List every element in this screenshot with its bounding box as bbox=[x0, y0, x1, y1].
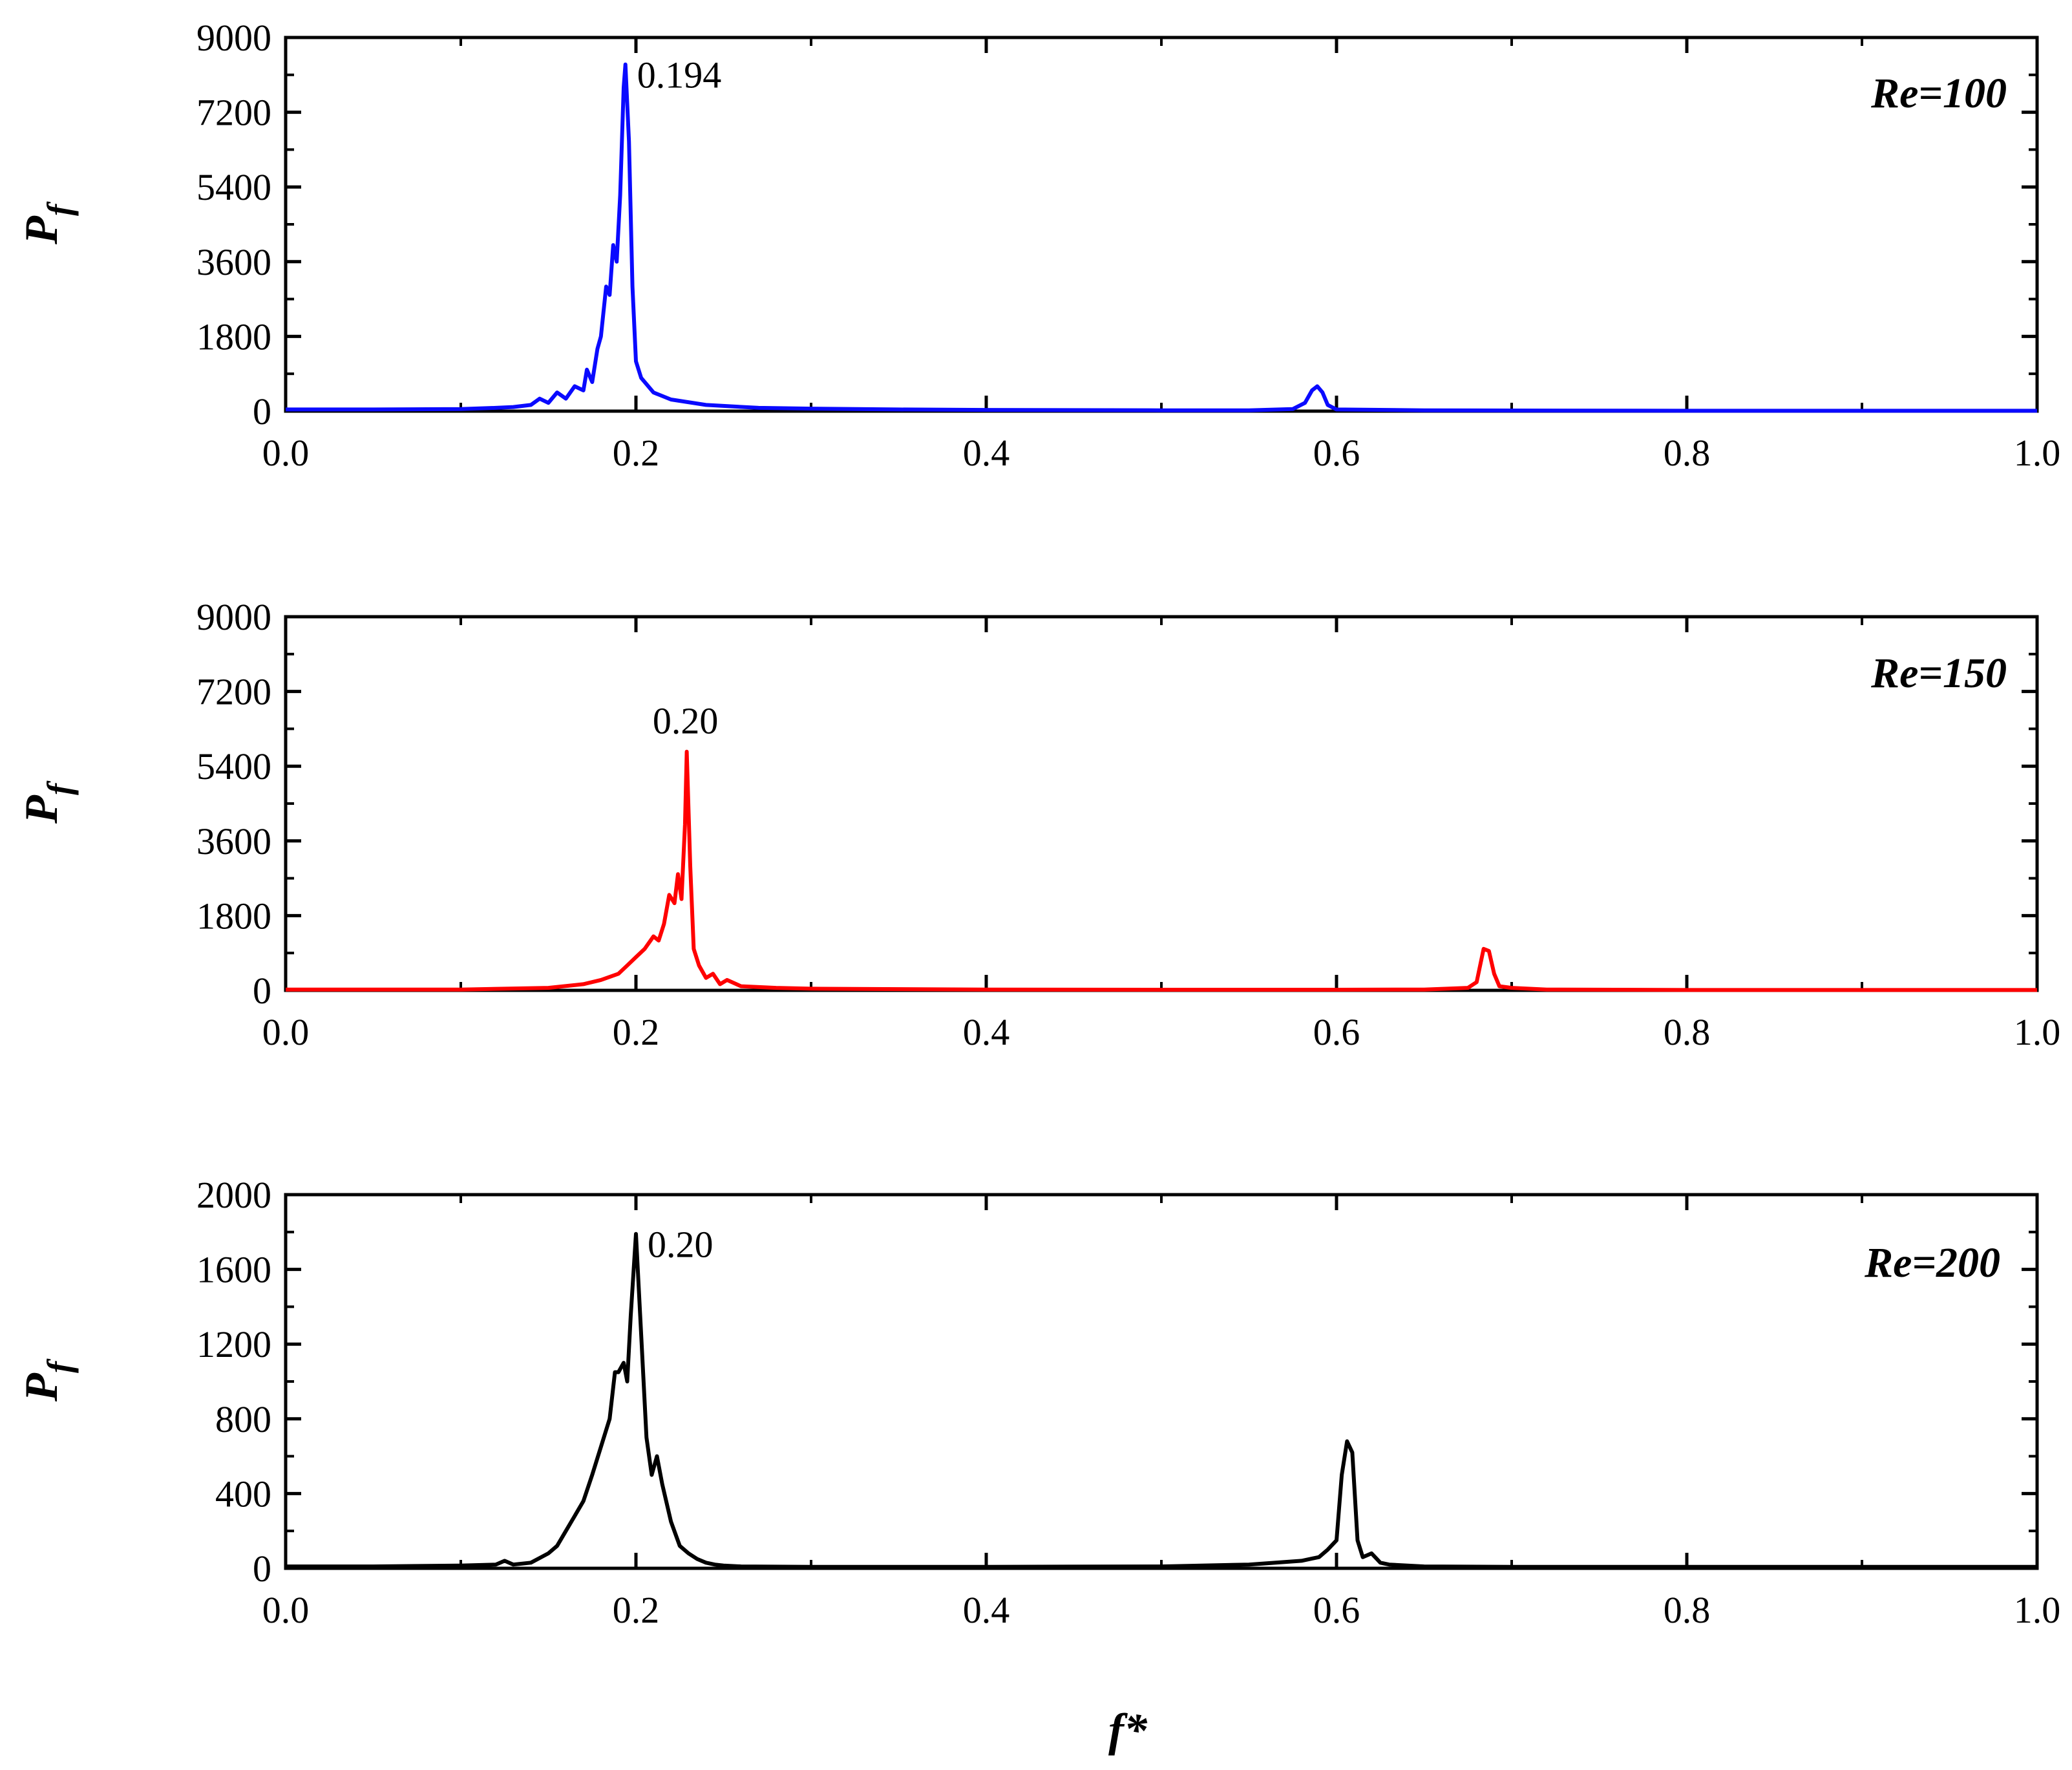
panel-2-y-axis-sub: f bbox=[40, 780, 79, 795]
x-tick-label: 1.0 bbox=[2014, 1589, 2061, 1631]
y-tick-label: 3600 bbox=[196, 241, 271, 283]
panel-re200: 0 400 800 1200 1600 2000 0.0 0.2 0.4 0.6 0.8 1.0 0… bbox=[16, 1174, 2060, 1631]
y-tick-label: 400 bbox=[215, 1473, 271, 1515]
y-tick-label: 0 bbox=[253, 390, 271, 432]
x-tick-label: 0.0 bbox=[262, 1011, 310, 1053]
y-tick-label: 3600 bbox=[196, 820, 271, 862]
x-tick-label: 0.6 bbox=[1313, 432, 1360, 474]
x-tick-label: 0.4 bbox=[963, 1011, 1010, 1053]
panel-3-y-axis-sub: f bbox=[40, 1358, 79, 1373]
x-tick-label: 0.8 bbox=[1664, 1011, 1711, 1053]
x-tick-label: 0.0 bbox=[262, 432, 310, 474]
x-tick-label: 0.2 bbox=[613, 432, 660, 474]
y-tick-label: 5400 bbox=[196, 745, 271, 787]
y-tick-label: 7200 bbox=[196, 92, 271, 134]
panel-1-y-axis-title: Pf bbox=[16, 201, 79, 245]
panel-3-frame bbox=[284, 1193, 2039, 1570]
x-tick-label: 0.4 bbox=[963, 1589, 1010, 1631]
panel-1-series-line bbox=[286, 62, 2037, 413]
y-tick-label: 1800 bbox=[196, 895, 271, 937]
panel-2-y-ticks: 0 1800 3600 5400 7200 9000 bbox=[196, 596, 2037, 1012]
x-tick-label: 0.0 bbox=[262, 1589, 310, 1631]
x-tick-label: 0.4 bbox=[963, 432, 1010, 474]
panel-1-frame bbox=[284, 36, 2039, 413]
x-axis-title: f* bbox=[1108, 1704, 1148, 1756]
x-tick-label: 1.0 bbox=[2014, 1011, 2061, 1053]
panel-2-y-axis-title: Pf bbox=[16, 780, 79, 824]
panel-2-x-ticks: 0.0 0.2 0.4 0.6 0.8 1.0 bbox=[262, 617, 2061, 1053]
panel-1-x-ticks: 0.0 0.2 0.4 0.6 0.8 1.0 bbox=[262, 37, 2061, 474]
panel-2-label: Re=150 bbox=[1870, 650, 2007, 697]
panel-3-y-ticks: 0 400 800 1200 1600 2000 bbox=[196, 1174, 2037, 1590]
y-tick-label: 7200 bbox=[196, 671, 271, 713]
panel-1-y-axis-sub: f bbox=[40, 201, 79, 216]
panel-re100: 0 1800 3600 5400 7200 9000 0.0 0.2 0.4 0.6 0.8 1.0… bbox=[16, 17, 2060, 474]
y-tick-label: 2000 bbox=[196, 1174, 271, 1216]
y-tick-label: 1600 bbox=[196, 1249, 271, 1291]
y-tick-label: 9000 bbox=[196, 17, 271, 59]
x-tick-label: 1.0 bbox=[2014, 432, 2061, 474]
x-tick-label: 0.2 bbox=[613, 1011, 660, 1053]
x-tick-label: 0.2 bbox=[613, 1589, 660, 1631]
x-tick-label: 0.6 bbox=[1313, 1011, 1360, 1053]
x-tick-label: 0.6 bbox=[1313, 1589, 1360, 1631]
y-tick-label: 800 bbox=[215, 1398, 271, 1440]
panel-2-peak-annotation: 0.20 bbox=[653, 700, 719, 742]
panel-1-y-ticks: 0 1800 3600 5400 7200 9000 bbox=[196, 17, 2037, 432]
y-tick-label: 0 bbox=[253, 970, 271, 1012]
x-tick-label: 0.8 bbox=[1664, 432, 1711, 474]
y-tick-label: 0 bbox=[253, 1548, 271, 1590]
y-tick-label: 9000 bbox=[196, 596, 271, 638]
panel-1-label: Re=100 bbox=[1870, 70, 2007, 117]
panel-2-y-axis-main: P bbox=[16, 794, 67, 824]
panel-2-series-line bbox=[286, 749, 2037, 992]
panel-2-frame bbox=[284, 615, 2039, 992]
y-tick-label: 5400 bbox=[196, 166, 271, 208]
panel-3-label: Re=200 bbox=[1864, 1239, 2000, 1286]
panel-1-peak-annotation: 0.194 bbox=[637, 54, 722, 96]
panel-3-y-axis-main: P bbox=[16, 1372, 67, 1402]
y-tick-label: 1800 bbox=[196, 315, 271, 357]
x-tick-label: 0.8 bbox=[1664, 1589, 1711, 1631]
panel-3-series-line bbox=[286, 1232, 2037, 1569]
y-tick-label: 1200 bbox=[196, 1323, 271, 1365]
panel-1-y-axis-main: P bbox=[16, 215, 67, 245]
panel-3-peak-annotation: 0.20 bbox=[648, 1224, 714, 1266]
panel-re150: 0 1800 3600 5400 7200 9000 0.0 0.2 0.4 0.6 0.8 1.0… bbox=[16, 596, 2060, 1053]
panel-3-y-axis-title: Pf bbox=[16, 1358, 79, 1402]
